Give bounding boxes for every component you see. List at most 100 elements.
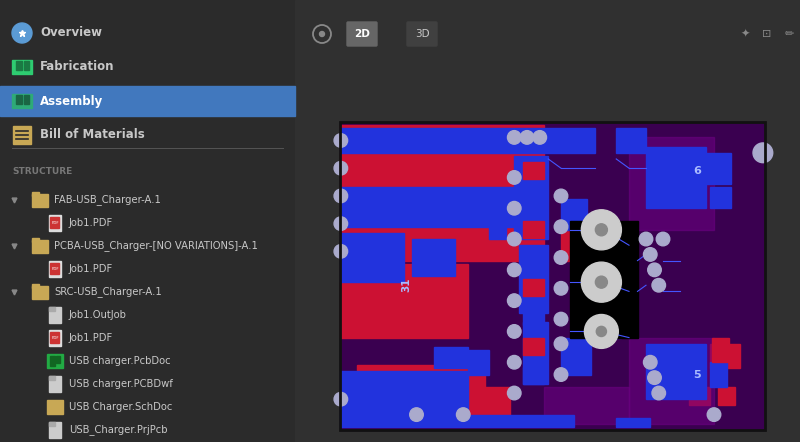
Circle shape [12, 23, 32, 43]
Circle shape [643, 248, 657, 261]
Bar [32, 240, 48, 253]
Circle shape [507, 131, 521, 144]
Bar [340, 187, 518, 227]
Text: Fabrication: Fabrication [40, 61, 114, 73]
Bar [718, 387, 735, 405]
Bar [47, 354, 63, 368]
Bar [340, 233, 404, 282]
Bar [357, 366, 485, 418]
Bar [616, 418, 650, 427]
Circle shape [507, 355, 521, 369]
Bar [340, 122, 765, 430]
FancyBboxPatch shape [407, 22, 437, 46]
Bar [340, 122, 765, 430]
Text: FAB-USB_Charger-A.1: FAB-USB_Charger-A.1 [54, 194, 161, 206]
Bar [32, 238, 39, 242]
Bar [514, 156, 548, 239]
Circle shape [554, 337, 568, 351]
Circle shape [707, 408, 721, 421]
Bar [32, 284, 39, 288]
Bar [340, 415, 574, 427]
Text: Job1.PDF: Job1.PDF [69, 333, 114, 343]
Bar [32, 194, 48, 207]
Circle shape [319, 31, 325, 37]
Bar [522, 279, 544, 296]
Bar [16, 95, 22, 104]
Bar [522, 162, 544, 179]
Bar [340, 128, 595, 153]
Bar [629, 338, 714, 424]
Bar [599, 291, 621, 338]
Bar [522, 191, 544, 208]
Bar [49, 307, 55, 311]
Bar [13, 126, 31, 144]
Bar [295, 0, 800, 442]
Text: 5: 5 [693, 370, 701, 380]
Bar [522, 250, 544, 267]
Circle shape [334, 217, 348, 230]
Circle shape [648, 371, 662, 385]
Bar [561, 199, 586, 230]
Bar [50, 332, 59, 343]
Circle shape [554, 251, 568, 264]
Text: ⊡: ⊡ [762, 29, 772, 39]
Text: PDF: PDF [51, 221, 59, 225]
Text: STRUCTURE: STRUCTURE [12, 167, 72, 175]
Bar [50, 356, 55, 366]
Bar [12, 60, 32, 74]
Circle shape [334, 392, 348, 406]
Text: PDF: PDF [51, 267, 59, 271]
Text: SRC-USB_Charger-A.1: SRC-USB_Charger-A.1 [54, 286, 162, 297]
Bar [0, 0, 295, 442]
Bar [16, 61, 22, 70]
Text: Job1.PDF: Job1.PDF [69, 264, 114, 274]
Circle shape [334, 189, 348, 203]
Circle shape [595, 276, 607, 288]
FancyBboxPatch shape [347, 22, 377, 46]
Bar [340, 264, 467, 338]
Bar [522, 221, 544, 237]
Bar [32, 192, 39, 196]
Text: USB charger.PCBDwf: USB charger.PCBDwf [69, 379, 173, 389]
Text: 31: 31 [401, 278, 411, 293]
Text: Overview: Overview [40, 27, 102, 39]
Bar [49, 422, 55, 426]
Bar [0, 86, 295, 116]
Text: USB_Charger.PrjPcb: USB_Charger.PrjPcb [69, 425, 167, 435]
Bar [50, 217, 59, 228]
Bar [646, 147, 706, 208]
Circle shape [507, 171, 521, 184]
Circle shape [596, 326, 606, 336]
Bar [561, 338, 590, 374]
Circle shape [507, 202, 521, 215]
Bar [603, 224, 621, 261]
Bar [522, 322, 548, 384]
Bar [574, 248, 595, 291]
Circle shape [554, 368, 568, 381]
Bar [49, 261, 61, 277]
Bar [12, 94, 32, 108]
Text: Job1.OutJob: Job1.OutJob [69, 310, 127, 320]
Bar [646, 344, 706, 399]
Circle shape [554, 312, 568, 326]
Bar [32, 286, 48, 299]
Circle shape [585, 315, 618, 348]
Bar [49, 215, 61, 231]
Bar [49, 307, 61, 323]
Bar [56, 356, 60, 363]
Bar [561, 230, 578, 261]
Bar [49, 376, 55, 380]
Bar [50, 263, 59, 274]
Bar [467, 350, 489, 374]
Bar [710, 187, 731, 208]
Bar [689, 387, 710, 405]
Circle shape [334, 244, 348, 258]
Circle shape [643, 355, 657, 369]
Circle shape [507, 325, 521, 338]
Text: 2D: 2D [354, 29, 370, 39]
Bar [629, 137, 714, 230]
Bar [570, 221, 638, 338]
Text: PCBA-USB_Charger-[NO VARIATIONS]-A.1: PCBA-USB_Charger-[NO VARIATIONS]-A.1 [54, 240, 258, 251]
Circle shape [656, 232, 670, 246]
Bar [522, 338, 544, 354]
